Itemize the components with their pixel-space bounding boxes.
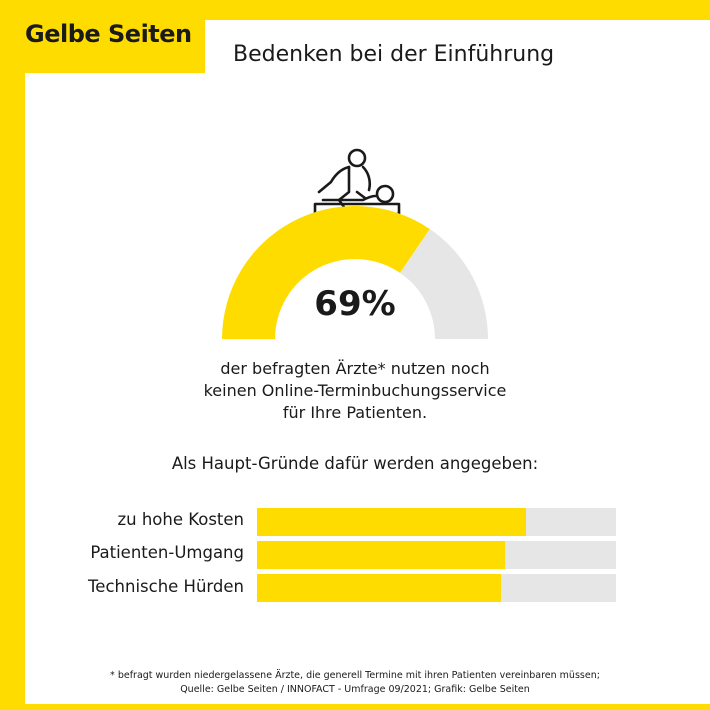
bar-label-patienten: Patienten-Umgang (90, 543, 244, 562)
description: der befragten Ärzte* nutzen noch keinen … (150, 358, 560, 424)
subheading: Als Haupt-Gründe dafür werden angegeben: (171, 454, 539, 473)
gauge-fill (222, 206, 430, 339)
bar-track-kosten (257, 508, 616, 536)
bar-label-technik: Technische Hürden (88, 577, 244, 596)
title-box (205, 20, 710, 80)
footnote-line: * befragt wurden niedergelassene Ärzte, … (110, 670, 600, 681)
bottom-band (0, 704, 710, 710)
bar-label-kosten: zu hohe Kosten (117, 510, 244, 529)
bar-track-patienten (257, 541, 616, 569)
page-title: Bedenken bei der Einführung (233, 42, 555, 67)
bar-kosten (257, 508, 527, 536)
brand-logo: Gelbe Seiten (25, 20, 192, 48)
bar-technik (257, 574, 502, 602)
gauge-track (399, 228, 488, 339)
percentage-gauge (222, 206, 488, 339)
left-band (0, 0, 25, 710)
footnote: * befragt wurden niedergelassene Ärzte, … (80, 669, 630, 697)
description-line: der befragten Ärzte* nutzen noch (220, 359, 490, 378)
gauge-value-label: 69% (314, 284, 396, 324)
footnote-line: Quelle: Gelbe Seiten / INNOFACT - Umfrag… (180, 684, 530, 695)
bar-track-technik (257, 574, 616, 602)
description-line: für Ihre Patienten. (282, 403, 428, 422)
bar-patienten (257, 541, 505, 569)
description-line: keinen Online-Terminbuchungsservice (203, 381, 507, 400)
